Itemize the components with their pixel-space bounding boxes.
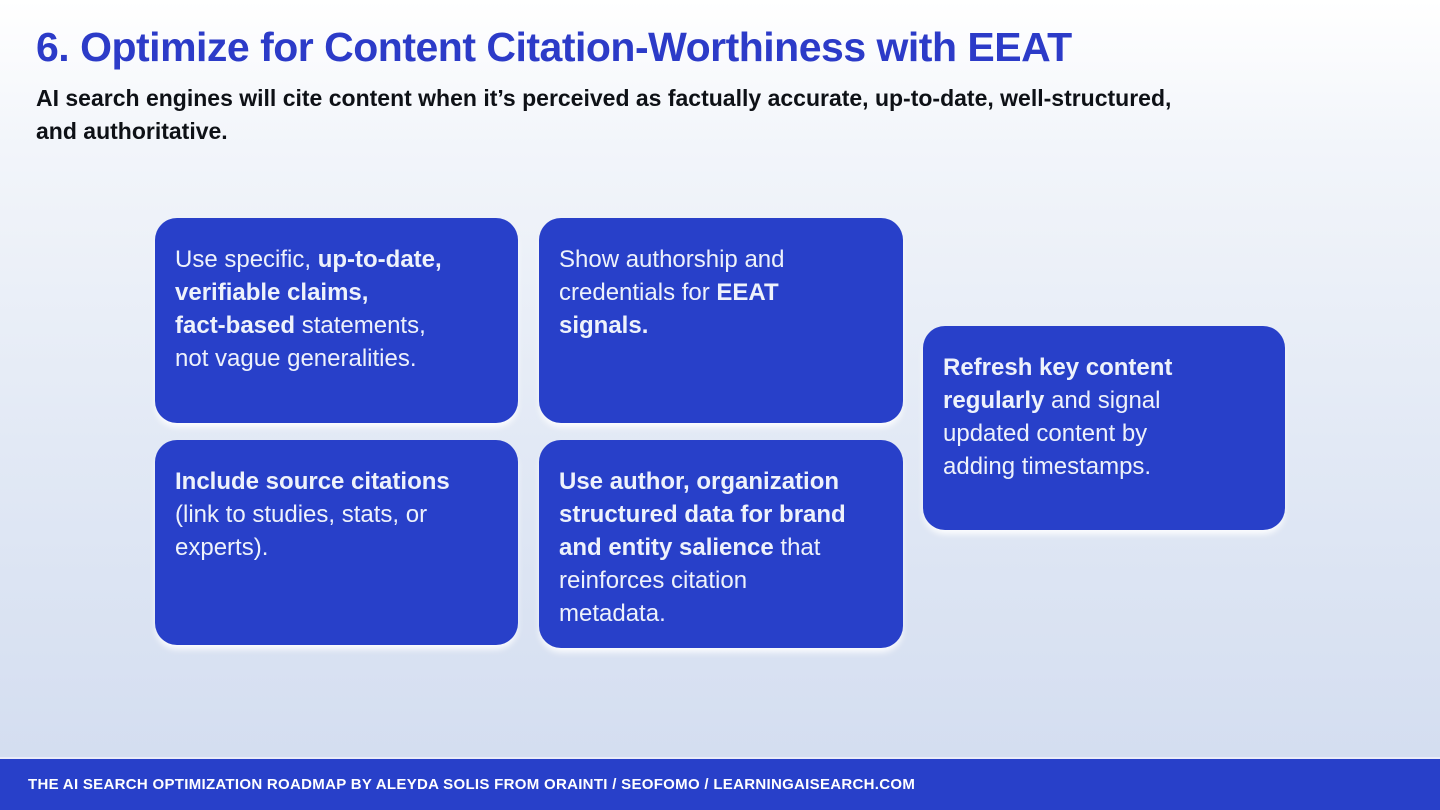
card-source-citations: Include source citations (link to studie…	[155, 440, 518, 645]
slide-header: 6. Optimize for Content Citation-Worthin…	[36, 24, 1406, 148]
footer-bar: THE AI SEARCH OPTIMIZATION ROADMAP BY AL…	[0, 757, 1440, 810]
card-specific-claims: Use specific, up-to-date, verifiable cla…	[155, 218, 518, 423]
footer-credit: THE AI SEARCH OPTIMIZATION ROADMAP BY AL…	[28, 776, 916, 793]
page-title: 6. Optimize for Content Citation-Worthin…	[36, 24, 1072, 70]
card-refresh-content: Refresh key content regularly and signal…	[923, 326, 1285, 530]
page-subtitle: AI search engines will cite content when…	[36, 85, 1172, 144]
card-structured-data: Use author, organization structured data…	[539, 440, 903, 648]
card-authorship-credentials: Show authorship and credentials for EEAT…	[539, 218, 903, 423]
